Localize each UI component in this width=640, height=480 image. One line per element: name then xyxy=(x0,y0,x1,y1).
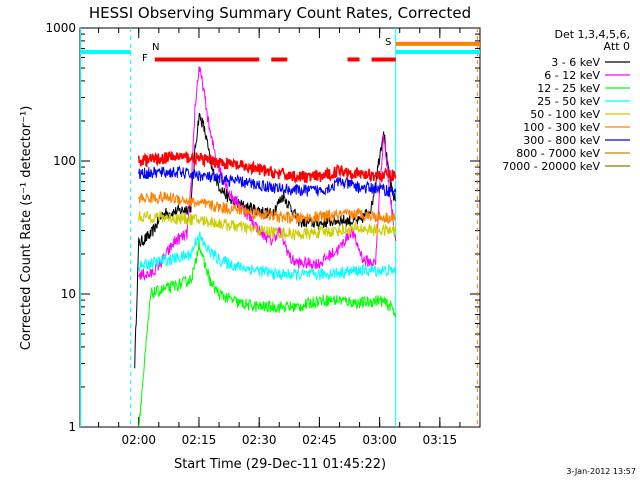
y-axis-label: Corrected Count Rate (s⁻¹ detector⁻¹) xyxy=(19,106,34,351)
x-tick-label: 02:00 xyxy=(121,433,156,447)
series-line xyxy=(138,238,397,428)
series-line xyxy=(138,165,397,197)
y-tick-label: 10 xyxy=(61,287,76,301)
x-tick-label: 02:30 xyxy=(242,433,277,447)
y-tick-label: 100 xyxy=(53,154,76,168)
y-tick-label: 1000 xyxy=(45,21,76,35)
series-line xyxy=(138,231,397,281)
legend-label: 7000 - 20000 keV xyxy=(502,160,600,173)
legend-label: 300 - 800 keV xyxy=(523,134,600,147)
x-tick-label: 02:45 xyxy=(302,433,337,447)
plot-frame xyxy=(79,27,481,428)
x-tick-label: 03:15 xyxy=(423,433,458,447)
legend-header-2: Att 0 xyxy=(604,40,630,53)
series-line xyxy=(138,66,397,282)
x-axis: 02:00 02:15 02:30 02:45 03:00 03:15 xyxy=(98,28,481,447)
flag-bars xyxy=(80,41,480,62)
chart-title: HESSI Observing Summary Count Rates, Cor… xyxy=(89,4,471,22)
reference-lines xyxy=(80,28,478,427)
legend-label: 800 - 7000 keV xyxy=(516,147,600,160)
series-lines xyxy=(134,66,397,428)
marker-n-label: N xyxy=(152,42,159,53)
legend-label: 12 - 25 keV xyxy=(537,82,600,95)
series-line xyxy=(138,210,397,242)
marker-f-label: F xyxy=(142,53,148,64)
y-tick-label: 1 xyxy=(68,420,76,434)
x-tick-label: 02:15 xyxy=(182,433,217,447)
legend-label: 3 - 6 keV xyxy=(551,56,600,69)
legend-header-1: Det 1,3,4,5,6, xyxy=(554,28,630,41)
timestamp: 3-Jan-2012 13:57 xyxy=(566,467,636,476)
x-tick-label: 03:00 xyxy=(362,433,397,447)
x-axis-label: Start Time (29-Dec-11 01:45:22) xyxy=(174,457,386,472)
legend-label: 100 - 300 keV xyxy=(523,121,600,134)
legend-label: 6 - 12 keV xyxy=(544,69,600,82)
legend-label: 50 - 100 keV xyxy=(530,108,600,121)
series-line xyxy=(137,150,397,184)
series-line xyxy=(138,190,397,226)
legend-label: 25 - 50 keV xyxy=(537,95,600,108)
marker-s-label: S xyxy=(385,37,391,48)
